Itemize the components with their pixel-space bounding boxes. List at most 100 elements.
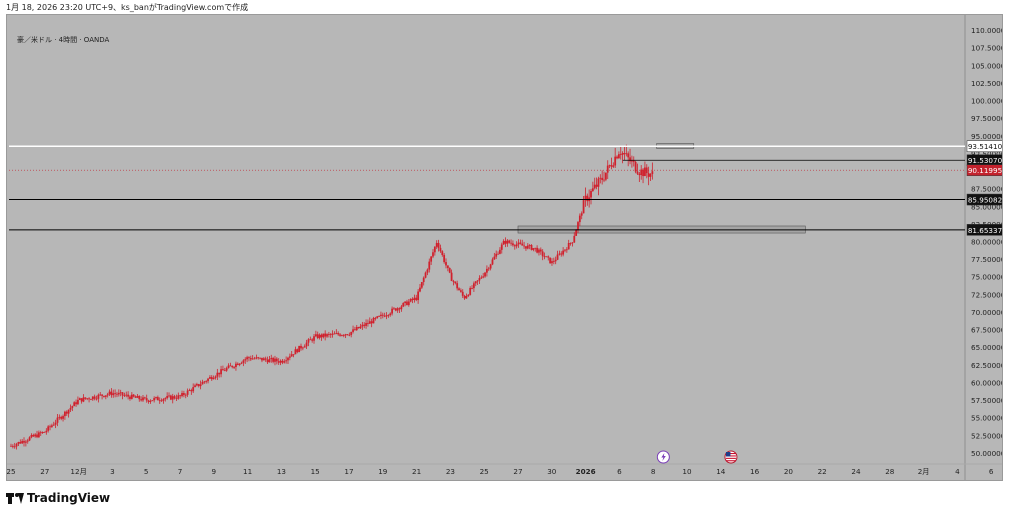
candle-body xyxy=(354,329,356,331)
candle-body xyxy=(404,301,407,304)
candle-body xyxy=(229,365,232,367)
candle-body xyxy=(88,398,90,400)
candle-body xyxy=(77,399,79,405)
candle-body xyxy=(433,246,436,253)
price-tag-resistance[interactable] xyxy=(966,140,1003,152)
candle-body xyxy=(21,440,24,444)
x-tick-label: 11 xyxy=(243,467,252,476)
y-tick-label: 95.00000 xyxy=(971,132,1003,141)
candle-body xyxy=(335,333,338,334)
candle-body xyxy=(151,400,154,402)
y-tick-label: 77.50000 xyxy=(971,255,1003,264)
tradingview-logo[interactable]: TradingView xyxy=(6,491,110,505)
candle-body xyxy=(484,272,486,277)
candle-body xyxy=(283,361,286,363)
candle-body xyxy=(134,396,137,398)
candle-body xyxy=(339,334,341,336)
candle-body xyxy=(424,272,427,278)
flag-stripe xyxy=(725,455,736,457)
y-tick-label: 100.00000 xyxy=(971,97,1003,106)
candle-body xyxy=(13,446,16,448)
y-tick-label: 75.00000 xyxy=(971,273,1003,282)
candle-body xyxy=(153,398,156,401)
candle-body xyxy=(255,357,258,359)
candle-body xyxy=(320,334,323,338)
price-chart[interactable]: 110.00000 107.50000 105.00000 102.50000 100.… xyxy=(7,15,1003,481)
candle-body xyxy=(409,298,412,302)
candle-body xyxy=(359,326,362,329)
candle-body xyxy=(489,264,492,269)
candle-body xyxy=(541,251,544,257)
x-tick-label: 27 xyxy=(40,467,49,476)
candle-body xyxy=(93,396,96,399)
x-tick-label: 10 xyxy=(682,467,692,476)
candle-body xyxy=(322,333,325,338)
candle-body xyxy=(186,390,189,395)
candle-body xyxy=(437,242,440,248)
candle-body xyxy=(367,322,369,324)
candle-body xyxy=(383,315,386,317)
candle-body xyxy=(227,365,230,369)
x-tick-label: 6 xyxy=(989,467,994,476)
candle-body xyxy=(47,426,50,431)
candle-body xyxy=(400,306,403,310)
candle-body xyxy=(631,160,633,162)
flag-canton xyxy=(725,452,731,457)
x-tick-label: 16 xyxy=(750,467,760,476)
y-tick-label: 70.00000 xyxy=(971,308,1003,317)
candle-body xyxy=(268,359,271,363)
candle-body xyxy=(110,391,113,396)
y-tick-label: 57.50000 xyxy=(971,396,1003,405)
x-tick-label: 12月 xyxy=(70,467,86,476)
candle-body xyxy=(591,188,594,191)
candle-body xyxy=(30,434,33,438)
price-tag-support[interactable] xyxy=(966,193,1003,206)
candle-body xyxy=(24,441,27,443)
candle-body xyxy=(355,327,358,331)
candle-body xyxy=(627,153,630,158)
candle-body xyxy=(352,329,354,332)
candle-body xyxy=(15,444,18,447)
candle-body xyxy=(348,334,351,336)
candle-body xyxy=(149,400,152,402)
candle-body xyxy=(372,317,375,324)
candle-body xyxy=(257,357,260,359)
candle-body xyxy=(565,249,568,251)
candle-body xyxy=(538,249,540,253)
candle-body xyxy=(357,327,360,329)
price-tag-label: 85.95082 xyxy=(968,196,1002,205)
candle-body xyxy=(567,243,570,250)
candle-body xyxy=(41,431,44,433)
candle-body xyxy=(586,195,589,202)
candle-body xyxy=(324,333,327,337)
x-tick-label: 6 xyxy=(617,467,622,476)
candle-body xyxy=(251,358,254,360)
price-tag-current[interactable] xyxy=(966,164,1003,176)
candle-body xyxy=(610,165,613,167)
candle-body xyxy=(62,416,64,419)
candle-body xyxy=(249,358,252,360)
candle-body xyxy=(90,399,92,401)
candle-body xyxy=(344,334,347,336)
candle-body xyxy=(510,242,512,244)
candle-body xyxy=(435,242,438,247)
candle-body xyxy=(130,394,133,399)
candle-body xyxy=(420,282,423,288)
price-tag-support[interactable] xyxy=(966,224,1003,236)
candle-body xyxy=(593,184,596,189)
flag-stripe xyxy=(725,457,736,459)
candle-body xyxy=(190,390,193,392)
y-tick-label: 92.50000 xyxy=(971,149,1003,158)
x-tick-label: 14 xyxy=(716,467,726,476)
candle-body xyxy=(121,392,124,396)
y-tick-label: 105.00000 xyxy=(971,61,1003,70)
chart-panel[interactable]: 110.00000 107.50000 105.00000 102.50000 100.… xyxy=(6,14,1003,481)
candle-body xyxy=(296,349,299,353)
y-tick-label: 87.50000 xyxy=(971,185,1003,194)
candle-body xyxy=(472,283,475,289)
y-tick-label: 110.00000 xyxy=(971,26,1003,35)
candle-body xyxy=(632,160,635,162)
candle-body xyxy=(337,333,340,335)
candle-body xyxy=(590,190,592,198)
candle-body xyxy=(519,242,522,244)
